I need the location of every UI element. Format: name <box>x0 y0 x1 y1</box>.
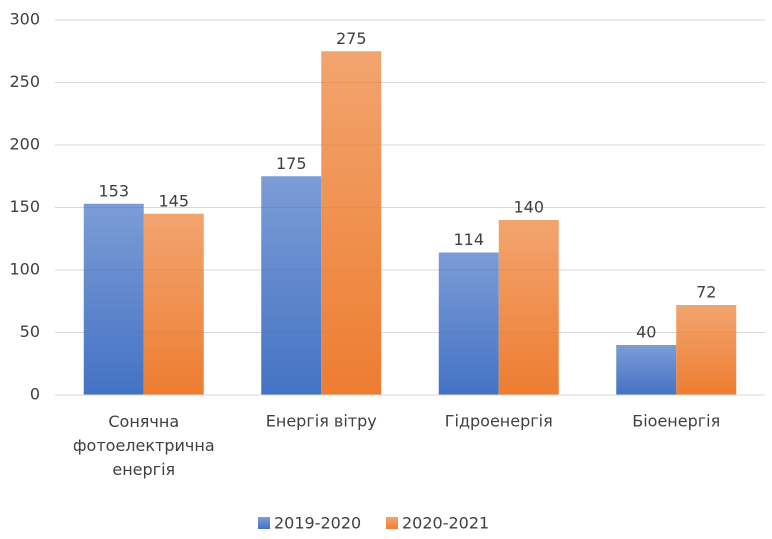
x-tick-label: Енергія вітру <box>266 412 377 431</box>
bar <box>438 252 499 395</box>
x-tick-label: Сонячна фотоелектрична енергія <box>73 412 215 479</box>
bar <box>143 213 204 395</box>
data-label: 140 <box>513 198 544 217</box>
y-tick-label: 300 <box>9 10 40 29</box>
data-label: 40 <box>636 323 656 342</box>
legend-label: 2019-2020 <box>274 514 361 533</box>
x-tick-label: Гідроенергія <box>445 412 553 431</box>
y-tick-label: 0 <box>30 385 40 404</box>
bar <box>616 345 677 395</box>
bar <box>83 203 144 395</box>
data-label: 114 <box>453 230 484 249</box>
legend-swatch <box>258 517 270 529</box>
legend-swatch <box>386 517 398 529</box>
data-label: 275 <box>336 29 367 48</box>
y-tick-label: 250 <box>9 72 40 91</box>
data-label: 153 <box>98 181 129 200</box>
bar <box>261 176 322 395</box>
data-label: 72 <box>696 283 716 302</box>
bar <box>498 220 559 395</box>
bar <box>321 51 382 395</box>
y-tick-label: 200 <box>9 135 40 154</box>
bar <box>676 305 737 395</box>
data-label: 175 <box>276 154 307 173</box>
legend-label: 2020-2021 <box>402 514 489 533</box>
y-tick-label: 150 <box>9 197 40 216</box>
y-tick-label: 100 <box>9 260 40 279</box>
data-label: 145 <box>158 191 189 210</box>
y-tick-label: 50 <box>20 322 40 341</box>
x-tick-label: Біоенергія <box>632 412 720 431</box>
